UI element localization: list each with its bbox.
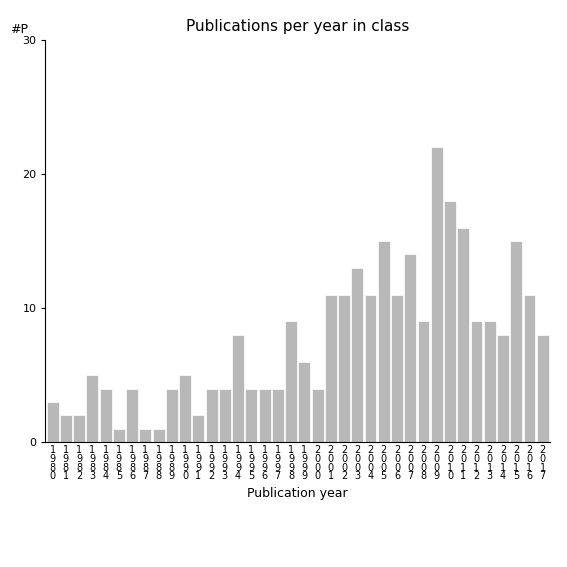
Bar (285, 321, 297, 442)
Bar (325, 295, 337, 442)
Bar (126, 388, 138, 442)
Bar (113, 429, 125, 442)
Bar (206, 388, 218, 442)
Bar (100, 388, 112, 442)
Bar (352, 268, 363, 442)
Bar (365, 295, 376, 442)
Bar (471, 321, 483, 442)
Text: #P: #P (10, 23, 28, 36)
Bar (139, 429, 151, 442)
Bar (153, 429, 164, 442)
Bar (166, 388, 178, 442)
X-axis label: Publication year: Publication year (247, 487, 348, 500)
Bar (523, 295, 535, 442)
Bar (46, 402, 58, 442)
Bar (219, 388, 231, 442)
Bar (272, 388, 284, 442)
Bar (404, 255, 416, 442)
Bar (86, 375, 98, 442)
Bar (298, 362, 310, 442)
Bar (246, 388, 257, 442)
Title: Publications per year in class: Publications per year in class (186, 19, 409, 35)
Bar (73, 416, 85, 442)
Bar (179, 375, 191, 442)
Bar (457, 227, 469, 442)
Bar (338, 295, 350, 442)
Bar (484, 321, 496, 442)
Bar (537, 335, 549, 442)
Bar (378, 241, 390, 442)
Bar (60, 416, 72, 442)
Bar (431, 147, 443, 442)
Bar (417, 321, 429, 442)
Bar (391, 295, 403, 442)
Bar (259, 388, 270, 442)
Bar (444, 201, 456, 442)
Bar (510, 241, 522, 442)
Bar (192, 416, 204, 442)
Bar (497, 335, 509, 442)
Bar (232, 335, 244, 442)
Bar (312, 388, 324, 442)
